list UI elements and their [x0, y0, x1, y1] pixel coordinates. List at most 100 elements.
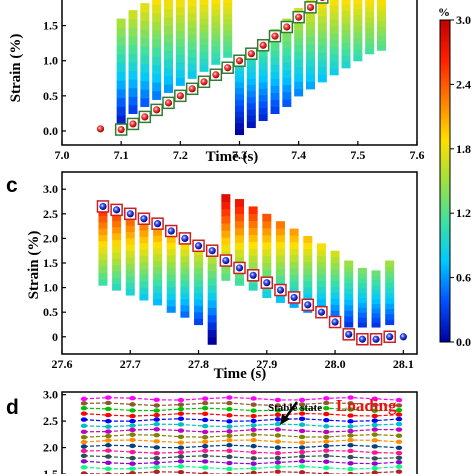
strain-segment — [140, 80, 150, 90]
strain-segment — [294, 29, 304, 38]
strain-line-point — [201, 434, 209, 440]
strain-segment — [258, 49, 268, 57]
y-tick-label: 3.0 — [43, 182, 58, 196]
strain-segment — [344, 304, 354, 311]
strain-segment — [316, 249, 326, 257]
strain-segment — [385, 292, 395, 299]
strain-line-point — [323, 417, 330, 423]
strain-segment — [139, 280, 149, 288]
strain-segment — [330, 304, 340, 311]
strain-segment — [329, 67, 339, 76]
strain-line-point — [323, 424, 330, 429]
strain-line-point — [371, 450, 378, 455]
strain-segment — [303, 280, 313, 288]
strain-line-point — [129, 449, 136, 455]
strain-segment — [371, 279, 381, 286]
y-tick-label: 0 — [52, 330, 58, 344]
strain-segment — [153, 260, 163, 268]
strain-segment — [175, 0, 185, 8]
strain-column — [357, 267, 367, 328]
strain-segment — [221, 230, 231, 238]
strain-segment — [207, 255, 217, 264]
strain-line-point — [201, 411, 209, 416]
strain-segment — [262, 262, 272, 271]
marker-ball — [247, 50, 255, 58]
strain-segment — [128, 53, 138, 63]
strain-line — [80, 448, 403, 456]
strain-segment — [164, 58, 173, 68]
strain-segment — [128, 18, 138, 28]
strain-segment — [275, 221, 285, 229]
strain-segment — [341, 35, 351, 43]
strain-segment — [371, 275, 381, 281]
strain-segment — [152, 90, 162, 100]
x-tick-label: 7.1 — [114, 148, 129, 162]
strain-line-point — [347, 443, 354, 448]
strain-line-point — [177, 402, 185, 407]
strain-line-point — [250, 466, 257, 471]
strain-segment — [112, 251, 122, 259]
strain-marker — [287, 291, 301, 304]
x-tick-label: 7.2 — [173, 148, 188, 162]
strain-marker — [399, 333, 407, 341]
strain-line-point — [347, 454, 354, 460]
strain-line-point — [250, 413, 257, 419]
strain-line-point — [80, 439, 88, 445]
strain-segment — [128, 104, 138, 114]
strain-line-point — [105, 454, 112, 459]
strain-segment — [139, 242, 149, 250]
strain-line-point — [80, 417, 88, 422]
strain-segment — [125, 256, 135, 264]
colorbar-tick-label: 1.2 — [456, 206, 471, 220]
strain-line-point — [226, 413, 233, 418]
strain-segment — [139, 236, 149, 244]
strain-segment — [306, 28, 315, 37]
markers-c — [96, 200, 407, 346]
strain-line-point — [153, 408, 160, 413]
strain-segment — [199, 57, 209, 66]
strain-segment — [377, 25, 386, 32]
strain-segment — [330, 292, 340, 299]
strain-segment — [235, 234, 244, 243]
strain-segment — [98, 234, 108, 242]
strain-line-path — [83, 439, 400, 444]
strain-line-point — [298, 434, 306, 440]
strain-segment — [248, 213, 258, 221]
strain-marker — [304, 1, 317, 14]
marker-ball — [372, 335, 380, 343]
strain-line-point — [323, 396, 330, 401]
strain-segment — [275, 261, 285, 270]
strain-segment — [194, 305, 204, 313]
strain-line-point — [105, 418, 112, 424]
strain-column — [112, 213, 122, 291]
strain-segment — [194, 273, 204, 281]
strain-segment — [316, 243, 326, 251]
strain-segment — [282, 33, 292, 42]
strain-segment — [140, 46, 150, 56]
marker-ball — [126, 210, 134, 218]
strain-marker — [192, 239, 205, 253]
strain-segment — [223, 13, 233, 20]
strain-line-point — [395, 469, 403, 474]
strain-segment — [211, 9, 221, 17]
marker-ball — [276, 286, 285, 294]
strain-line-point — [298, 445, 306, 450]
strain-line-point — [298, 402, 306, 407]
strain-segment — [152, 47, 162, 57]
strain-line-point — [250, 470, 257, 474]
strain-segment — [248, 227, 258, 235]
strain-segment — [98, 266, 108, 274]
colorbar-tick-label: 3.0 — [456, 13, 471, 27]
strain-segment — [139, 230, 149, 237]
strain-line-point — [395, 433, 403, 438]
strain-line-point — [226, 429, 233, 434]
strain-segment — [385, 287, 395, 294]
strain-segment — [246, 109, 256, 116]
strain-segment — [140, 71, 150, 82]
strain-segment — [199, 0, 209, 6]
strain-segment — [235, 99, 244, 106]
strain-line-point — [274, 427, 282, 432]
strain-segment — [194, 318, 204, 326]
strain-segment — [341, 54, 351, 62]
